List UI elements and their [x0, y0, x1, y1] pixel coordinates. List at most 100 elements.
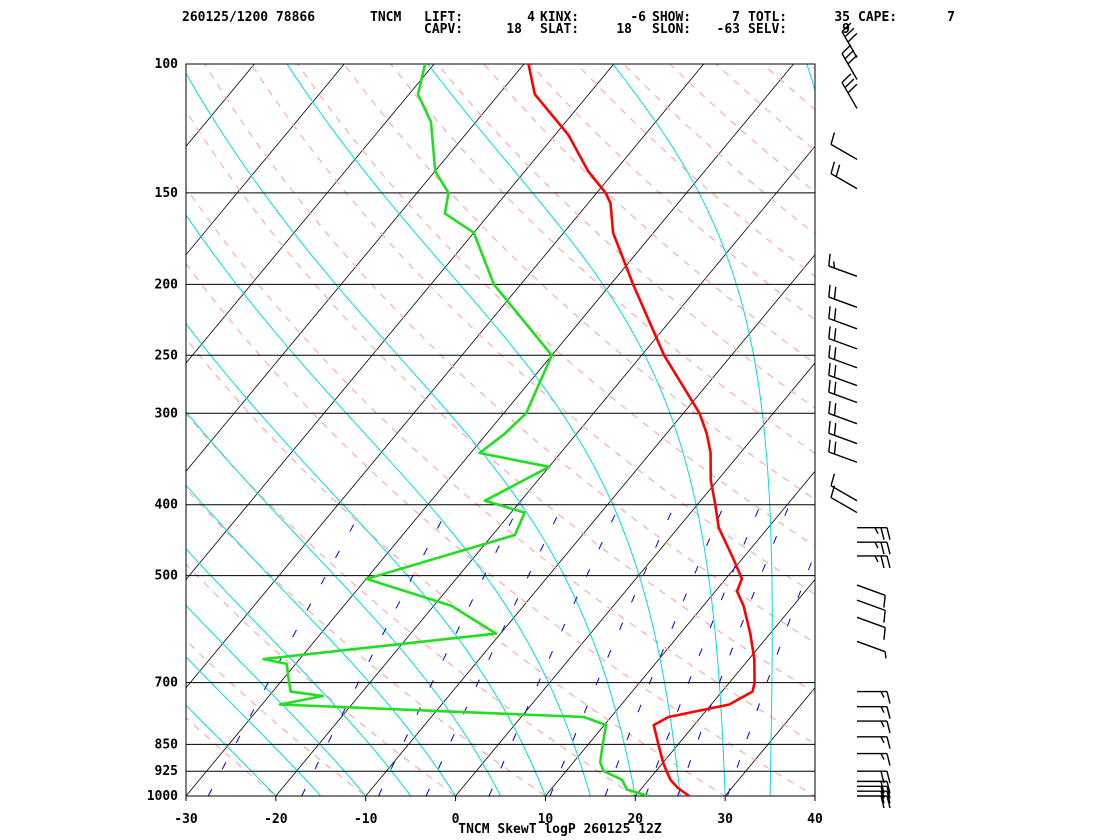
- background-lines: [0, 64, 1120, 796]
- isotherm-line: [275, 145, 815, 796]
- temperature-tick-label: 20: [627, 812, 643, 827]
- lift-label: LIFT:: [424, 10, 464, 25]
- dry-adiabat: [186, 716, 277, 796]
- barb-feather: [880, 786, 885, 799]
- dry-adiabat: [808, 64, 815, 70]
- dry-adiabat: [186, 262, 815, 796]
- dry-adiabat: [186, 412, 637, 796]
- kinx-label: KINX:: [540, 10, 580, 25]
- pressure-ticks: 100 150 200 250 300 400 500 700 850 925 1000: [147, 57, 178, 804]
- barb-feather: [880, 720, 885, 728]
- barb-feather: [886, 795, 891, 809]
- isotherm-line: [814, 795, 815, 796]
- barb-feather: [828, 253, 831, 267]
- barb-feather: [886, 736, 891, 749]
- barb-staff: [830, 173, 858, 190]
- barb-feather: [828, 362, 831, 376]
- barb-feather: [886, 753, 891, 766]
- isobars: [186, 63, 815, 797]
- isotherm-line: [905, 64, 1120, 796]
- temperature-tick-label: 0: [452, 812, 460, 827]
- barb-feather: [880, 791, 885, 804]
- isotherm-line: [995, 64, 1120, 796]
- barb-feather: [886, 706, 891, 719]
- barb-staff: [828, 265, 858, 277]
- dry-adiabat: [343, 64, 815, 501]
- dry-adiabat: [622, 64, 815, 235]
- mixing-ratio-line: [207, 504, 366, 796]
- wind-barb: [857, 690, 891, 704]
- wind-barb: [830, 161, 858, 190]
- kinx-value: -6: [630, 10, 646, 25]
- temperature-tick-label: 30: [717, 812, 733, 827]
- dry-adiabat: [250, 64, 815, 595]
- dry-adiabat: [762, 64, 815, 111]
- barb-feather: [833, 286, 837, 300]
- station-id: TNCM: [370, 10, 402, 25]
- barb-feather: [844, 27, 855, 38]
- isotherm-line: [186, 64, 705, 689]
- pressure-tick-label: 250: [155, 348, 179, 363]
- wind-barb: [857, 795, 891, 809]
- dewpoint-profile: [262, 64, 650, 796]
- isotherm-line: [186, 64, 615, 581]
- temperature-tick-label: 40: [807, 812, 823, 827]
- barb-feather: [828, 284, 831, 298]
- isotherm-line: [186, 64, 345, 256]
- barb-feather: [833, 308, 837, 321]
- barb-feather: [886, 781, 891, 794]
- moist-adiabat: [186, 548, 412, 796]
- selv-label: SELV:: [748, 22, 788, 37]
- barb-staff: [828, 296, 858, 309]
- wind-barb: [828, 284, 858, 309]
- totl-label: TOTL:: [748, 10, 788, 25]
- wind-barb: [830, 473, 858, 502]
- isotherm-line: [455, 362, 815, 796]
- temperature-tick-label: -30: [174, 812, 198, 827]
- wind-barb: [857, 705, 891, 719]
- pressure-tick-label: 500: [155, 569, 179, 584]
- wind-barb: [857, 736, 891, 749]
- wind-barb: [856, 616, 886, 640]
- barb-feather: [847, 83, 858, 94]
- wind-barb: [857, 526, 891, 540]
- barb-staff: [841, 53, 858, 80]
- barb-feather: [874, 527, 879, 535]
- capv-value: 18: [506, 22, 522, 37]
- barb-feather: [844, 49, 855, 60]
- wind-barb: [857, 541, 891, 555]
- barb-staff: [828, 356, 858, 369]
- barb-staff: [828, 391, 858, 404]
- wind-barb: [828, 362, 858, 387]
- barb-feather: [830, 132, 836, 145]
- wind-barb: [857, 780, 891, 794]
- barb-feather: [880, 706, 885, 713]
- dry-adiabat: [576, 64, 815, 278]
- wind-barb: [828, 379, 858, 404]
- barb-feather: [833, 422, 837, 436]
- barb-feather: [886, 555, 891, 569]
- wind-barb: [857, 555, 891, 569]
- barb-feather: [828, 401, 831, 414]
- barb-feather: [830, 161, 836, 174]
- barb-feather: [833, 347, 837, 360]
- wind-barb: [856, 599, 886, 623]
- wind-barb: [828, 345, 858, 369]
- moist-adiabat: [427, 64, 726, 796]
- barb-feather: [841, 44, 852, 55]
- temperature-tick-label: 10: [538, 812, 554, 827]
- slon-label: SLON:: [652, 22, 692, 37]
- isotherm-line: [634, 578, 815, 796]
- temperature-tick-label: -20: [264, 812, 288, 827]
- barb-staff: [841, 31, 858, 58]
- lift-value: 4: [527, 10, 535, 25]
- cape-label: CAPE:: [858, 10, 898, 25]
- wind-barb: [828, 326, 858, 350]
- barb-feather: [883, 610, 886, 623]
- dry-adiabat: [529, 64, 815, 321]
- profiles: [262, 64, 756, 796]
- show-value: 7: [732, 10, 740, 25]
- isotherm-line: [0, 64, 75, 796]
- dry-adiabat: [204, 64, 815, 644]
